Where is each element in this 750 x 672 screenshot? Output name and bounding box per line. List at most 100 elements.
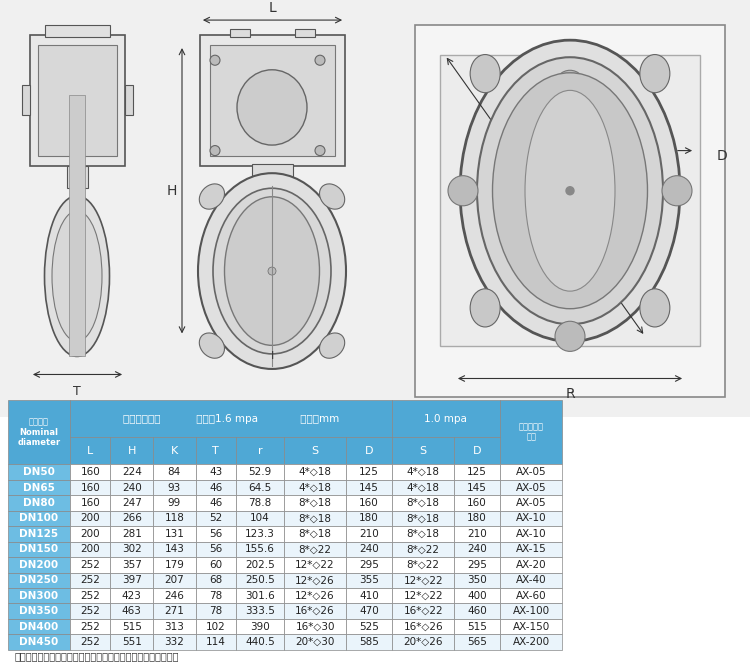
Bar — [500, 480, 562, 495]
Bar — [153, 603, 196, 619]
Text: AX-60: AX-60 — [516, 591, 547, 601]
Bar — [8, 619, 70, 634]
Text: 78: 78 — [209, 606, 223, 616]
Bar — [440, 55, 700, 346]
Bar — [153, 495, 196, 511]
Bar — [454, 557, 500, 573]
Bar — [392, 619, 454, 634]
Circle shape — [555, 71, 585, 100]
Text: DN80: DN80 — [22, 498, 55, 508]
Text: 200: 200 — [80, 529, 100, 539]
Bar — [454, 603, 500, 619]
Bar — [392, 511, 454, 526]
Ellipse shape — [200, 333, 224, 358]
Bar — [454, 511, 500, 526]
Bar — [110, 480, 153, 495]
Bar — [8, 573, 70, 588]
Bar — [500, 542, 562, 557]
Bar — [284, 557, 346, 573]
Bar — [346, 573, 392, 588]
Text: AX-20: AX-20 — [516, 560, 547, 570]
Text: 114: 114 — [206, 637, 226, 647]
Bar — [70, 573, 110, 588]
Text: 180: 180 — [359, 513, 379, 523]
Text: 207: 207 — [164, 575, 184, 585]
Text: 155.6: 155.6 — [245, 544, 275, 554]
Text: 271: 271 — [164, 606, 184, 616]
Text: 463: 463 — [122, 606, 142, 616]
Bar — [500, 526, 562, 542]
Bar — [8, 588, 70, 603]
Bar — [70, 603, 110, 619]
Text: r: r — [258, 446, 262, 456]
Bar — [346, 526, 392, 542]
Text: DN200: DN200 — [20, 560, 58, 570]
Text: 4*◇18: 4*◇18 — [406, 467, 439, 477]
Text: 125: 125 — [359, 467, 379, 477]
Bar — [153, 480, 196, 495]
Text: 357: 357 — [122, 560, 142, 570]
Bar — [236, 437, 284, 464]
Bar — [236, 495, 284, 511]
Text: 252: 252 — [80, 560, 100, 570]
Bar — [346, 619, 392, 634]
Bar — [70, 526, 110, 542]
Text: DN300: DN300 — [20, 591, 58, 601]
Text: 4*◇18: 4*◇18 — [406, 482, 439, 493]
Text: 12*◇22: 12*◇22 — [404, 575, 443, 585]
Bar — [70, 437, 110, 464]
Bar — [153, 464, 196, 480]
Bar — [70, 542, 110, 557]
Bar — [392, 557, 454, 573]
Text: 160: 160 — [359, 498, 379, 508]
Text: 440.5: 440.5 — [245, 637, 274, 647]
Circle shape — [315, 146, 325, 156]
Ellipse shape — [224, 197, 320, 345]
Text: 202.5: 202.5 — [245, 560, 274, 570]
Bar — [236, 619, 284, 634]
Text: 公称通径
Nominal
diameter: 公称通径 Nominal diameter — [17, 417, 60, 447]
Text: H: H — [166, 183, 177, 198]
Bar — [454, 480, 500, 495]
Text: AX-10: AX-10 — [516, 513, 547, 523]
Text: 99: 99 — [168, 498, 181, 508]
Bar — [230, 29, 250, 37]
Text: 210: 210 — [359, 529, 379, 539]
Ellipse shape — [470, 289, 500, 327]
Circle shape — [566, 187, 574, 195]
Bar — [196, 464, 236, 480]
Text: 78.8: 78.8 — [248, 498, 272, 508]
Bar — [67, 166, 88, 187]
Bar — [153, 526, 196, 542]
Bar — [196, 557, 236, 573]
Text: 16*◇30: 16*◇30 — [296, 622, 334, 632]
Text: S: S — [311, 446, 319, 456]
Bar — [8, 542, 70, 557]
Text: 52.9: 52.9 — [248, 467, 272, 477]
Bar — [110, 619, 153, 634]
Bar — [200, 35, 345, 166]
Text: 20*◇30: 20*◇30 — [296, 637, 334, 647]
Text: T: T — [212, 446, 219, 456]
Text: 52: 52 — [209, 513, 223, 523]
Bar — [110, 526, 153, 542]
Bar — [8, 603, 70, 619]
Bar — [500, 511, 562, 526]
Text: L: L — [268, 1, 276, 15]
Ellipse shape — [460, 40, 680, 341]
Text: T: T — [74, 384, 81, 398]
Bar — [236, 603, 284, 619]
Circle shape — [268, 267, 276, 275]
Bar — [236, 526, 284, 542]
Bar — [284, 526, 346, 542]
Text: 8*◇22: 8*◇22 — [406, 544, 439, 554]
Bar — [70, 588, 110, 603]
Bar — [500, 603, 562, 619]
Bar — [196, 437, 236, 464]
Text: DN400: DN400 — [19, 622, 58, 632]
Bar — [153, 588, 196, 603]
Circle shape — [210, 55, 220, 65]
Bar — [500, 557, 562, 573]
Bar — [346, 557, 392, 573]
Text: 250.5: 250.5 — [245, 575, 274, 585]
